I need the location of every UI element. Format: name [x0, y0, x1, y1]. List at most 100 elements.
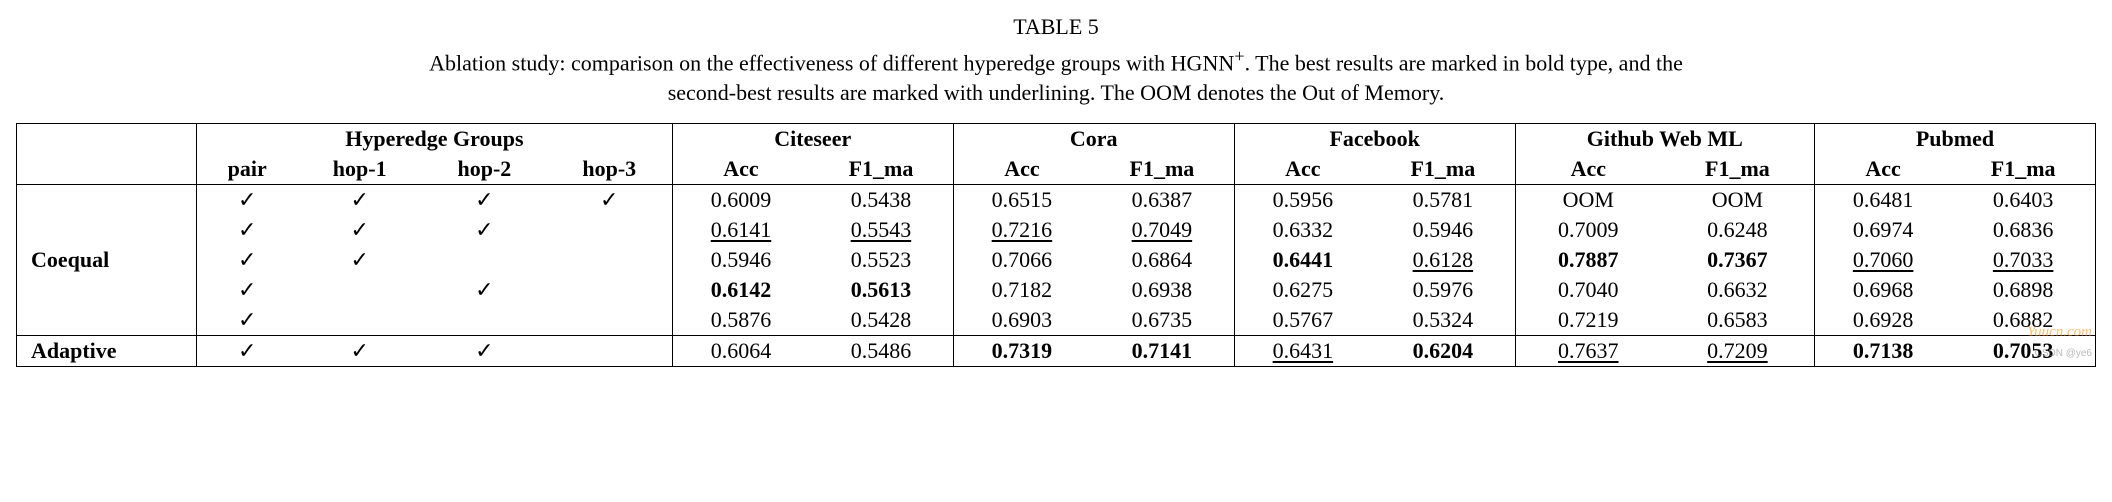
hop-cell: ✓ — [197, 336, 298, 367]
metric-cell: OOM — [1515, 185, 1661, 216]
value-cell: 0.6481 — [1853, 187, 1914, 212]
value-cell: 0.5324 — [1413, 307, 1474, 332]
table-row: ✓✓0.59460.55230.70660.68640.64410.61280.… — [17, 245, 2096, 275]
check-icon: ✓ — [238, 248, 256, 273]
metric-cell: 0.6938 — [1090, 275, 1234, 305]
value-cell: 0.5946 — [1413, 217, 1474, 242]
check-icon: ✓ — [350, 188, 368, 213]
check-icon: ✓ — [475, 278, 493, 303]
value-cell: 0.7009 — [1558, 217, 1619, 242]
metric-cell: 0.7887 — [1515, 245, 1661, 275]
metric-cell: 0.6864 — [1090, 245, 1234, 275]
value-cell: 0.5876 — [711, 307, 772, 332]
facebook-f1: F1_ma — [1371, 154, 1515, 185]
value-cell: 0.7209 — [1707, 338, 1768, 363]
check-icon: ✓ — [350, 248, 368, 273]
hop-cell: ✓ — [297, 336, 422, 367]
check-icon: ✓ — [350, 218, 368, 243]
github-acc: Acc — [1515, 154, 1661, 185]
hop-cell — [547, 305, 673, 336]
value-cell: 0.7033 — [1993, 247, 2054, 272]
pubmed-acc: Acc — [1814, 154, 1951, 185]
metric-cell: 0.5438 — [809, 185, 953, 216]
metric-cell: 0.6735 — [1090, 305, 1234, 336]
metric-cell: 0.7319 — [953, 336, 1090, 367]
value-cell: 0.6142 — [711, 277, 772, 302]
value-cell: 0.5976 — [1413, 277, 1474, 302]
metric-cell: 0.6632 — [1661, 275, 1814, 305]
value-cell: 0.7053 — [1993, 338, 2054, 363]
metric-cell: 0.6583 — [1661, 305, 1814, 336]
metric-cell: 0.5956 — [1234, 185, 1371, 216]
hop-cell — [547, 275, 673, 305]
table-row: ✓ ✓ 0.6142 0.5613 0.71820.69380.6275 0.5976 0.… — [17, 275, 2096, 305]
metric-cell: 0.7033 — [1951, 245, 2095, 275]
metric-cell: 0.7138 — [1814, 336, 1951, 367]
metric-cell: 0.7040 — [1515, 275, 1661, 305]
value-cell: 0.7066 — [992, 247, 1053, 272]
metric-cell: 0.6332 — [1234, 215, 1371, 245]
metric-cell: 0.6204 — [1371, 336, 1515, 367]
metric-cell: 0.6009 — [672, 185, 809, 216]
hop-cell — [547, 336, 673, 367]
metric-cell: 0.6898 — [1951, 275, 2095, 305]
header-row-1: Hyperedge Groups Citeseer Cora Facebook … — [17, 124, 2096, 155]
value-cell: 0.6332 — [1273, 217, 1334, 242]
check-icon: ✓ — [238, 339, 256, 364]
hop-2: hop-2 — [422, 154, 547, 185]
metric-cell: 0.5781 — [1371, 185, 1515, 216]
dataset-pubmed: Pubmed — [1814, 124, 2095, 155]
metric-cell: 0.7053 — [1951, 336, 2095, 367]
value-cell: 0.7367 — [1707, 247, 1768, 272]
cora-acc: Acc — [953, 154, 1090, 185]
value-cell: 0.6974 — [1853, 217, 1914, 242]
value-cell: 0.6387 — [1132, 187, 1193, 212]
hop-cell — [422, 245, 547, 275]
empty-corner — [17, 124, 197, 155]
metric-cell: 0.6441 — [1234, 245, 1371, 275]
facebook-acc: Acc — [1234, 154, 1371, 185]
metric-cell: 0.6968 — [1814, 275, 1951, 305]
dataset-cora: Cora — [953, 124, 1234, 155]
value-cell: 0.5486 — [851, 338, 912, 363]
coequal-label: Coequal — [17, 185, 197, 336]
metric-cell: 0.5523 — [809, 245, 953, 275]
check-icon: ✓ — [600, 188, 618, 213]
value-cell: 0.6583 — [1707, 307, 1768, 332]
metric-cell: 0.7367 — [1661, 245, 1814, 275]
metric-cell: 0.7637 — [1515, 336, 1661, 367]
hop-cell: ✓ — [197, 215, 298, 245]
metric-cell: 0.7182 — [953, 275, 1090, 305]
pubmed-f1: F1_ma — [1951, 154, 2095, 185]
table-caption: TABLE 5 Ablation study: comparison on th… — [16, 12, 2096, 107]
metric-cell: 0.7219 — [1515, 305, 1661, 336]
metric-cell: 0.7066 — [953, 245, 1090, 275]
hop-cell: ✓ — [547, 185, 673, 216]
value-cell: 0.6431 — [1273, 338, 1334, 363]
hop-cell: ✓ — [297, 215, 422, 245]
metric-cell: 0.7060 — [1814, 245, 1951, 275]
metric-cell: 0.6142 — [672, 275, 809, 305]
metric-cell: 0.5767 — [1234, 305, 1371, 336]
value-cell: 0.5613 — [851, 277, 912, 302]
adaptive-label: Adaptive — [17, 336, 197, 367]
metric-cell: OOM — [1661, 185, 1814, 216]
header-row-2: pair hop-1 hop-2 hop-3 Acc F1_ma Acc F1_… — [17, 154, 2096, 185]
value-cell: 0.6968 — [1853, 277, 1914, 302]
hop-pair: pair — [197, 154, 298, 185]
value-cell: 0.5438 — [851, 187, 912, 212]
check-icon: ✓ — [238, 188, 256, 213]
hop-cell: ✓ — [197, 185, 298, 216]
hop-cell — [547, 215, 673, 245]
hop-1: hop-1 — [297, 154, 422, 185]
check-icon: ✓ — [238, 278, 256, 303]
value-cell: 0.6903 — [992, 307, 1053, 332]
value-cell: 0.7216 — [992, 217, 1053, 242]
metric-cell: 0.6064 — [672, 336, 809, 367]
metric-cell: 0.6275 — [1234, 275, 1371, 305]
check-icon: ✓ — [475, 339, 493, 364]
metric-cell: 0.5946 — [672, 245, 809, 275]
hop-cell — [297, 275, 422, 305]
check-icon: ✓ — [238, 308, 256, 333]
groups-header: Hyperedge Groups — [197, 124, 673, 155]
